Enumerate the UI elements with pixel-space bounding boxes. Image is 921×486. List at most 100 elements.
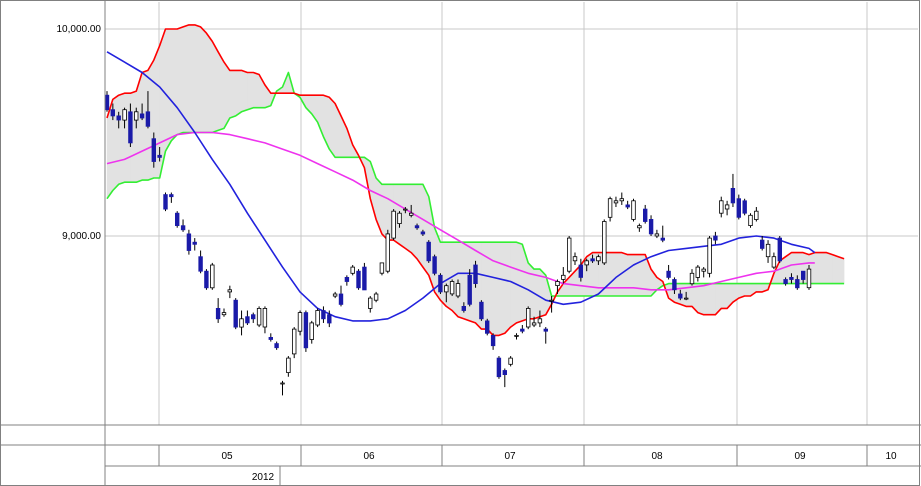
candle-body (332, 293, 338, 297)
candle (303, 310, 309, 352)
candle-body (771, 256, 777, 268)
candle-body (414, 225, 420, 229)
candle (660, 225, 665, 243)
candle-body (321, 310, 326, 320)
cloud-segment (440, 241, 447, 308)
candle-body (707, 237, 712, 274)
cloud-segment (253, 72, 260, 108)
candle (221, 308, 227, 317)
indicator-lines (106, 24, 845, 337)
cloud-segment (492, 241, 500, 336)
x-month-label: 09 (794, 451, 806, 462)
candle-body (783, 279, 788, 284)
candle (590, 254, 595, 263)
candle-body (666, 270, 671, 278)
candle (502, 368, 507, 388)
candle-body (250, 314, 256, 320)
candle-body (239, 318, 244, 328)
cloud-segment (498, 241, 506, 336)
candle (215, 298, 221, 323)
cloud-segment (381, 184, 389, 241)
candle (549, 296, 554, 313)
cloud-segment (756, 283, 763, 293)
candle-body (602, 221, 607, 264)
candle (520, 325, 525, 334)
candle-body (145, 111, 151, 127)
cloud-segment (633, 254, 640, 297)
senkou-span-b-line (106, 71, 845, 297)
candle (713, 231, 718, 245)
candle (151, 132, 156, 168)
candle (291, 327, 297, 359)
candle-body (327, 314, 332, 324)
candle (403, 207, 408, 214)
candle-body (104, 94, 110, 111)
candle (274, 341, 279, 350)
candle (783, 277, 788, 286)
candle (514, 333, 519, 340)
candle-body (543, 328, 548, 332)
candle-body (590, 258, 595, 262)
cloud-segment (709, 283, 716, 315)
candle (584, 258, 589, 272)
candle-body (174, 212, 180, 226)
candle (742, 198, 747, 216)
candle-body (806, 268, 812, 289)
candle-body (742, 200, 747, 214)
candle (789, 273, 794, 284)
candle-body (701, 268, 706, 272)
cloud-segment (832, 254, 839, 284)
candle (344, 275, 350, 286)
candle-body (139, 113, 145, 119)
candle (198, 250, 203, 274)
candle-body (765, 243, 771, 258)
candle (204, 269, 209, 290)
candle (736, 194, 741, 220)
candle (233, 298, 238, 330)
candle-body (128, 111, 133, 144)
candle-body (309, 322, 314, 340)
candle-body (789, 276, 794, 280)
kijun-sen-line (106, 131, 815, 291)
cloud-segment (200, 26, 207, 133)
cloud-segment (194, 24, 201, 133)
candle-body (754, 210, 759, 220)
candle-body (256, 307, 262, 326)
candle (801, 270, 806, 284)
cloud-segment (188, 24, 195, 133)
candle (157, 146, 162, 162)
candle (695, 264, 700, 282)
x-month-label: 07 (504, 451, 516, 462)
senkou-span-a-line (106, 24, 845, 337)
candle-body (567, 237, 572, 272)
cloud-segment (229, 70, 236, 119)
candle-body (169, 194, 174, 198)
candle (455, 279, 461, 299)
candle (180, 219, 186, 232)
cloud-segment (703, 283, 710, 315)
candle (373, 291, 379, 303)
candle-body (637, 225, 642, 229)
candle-body (713, 235, 718, 241)
candle (637, 223, 642, 232)
candle (631, 198, 636, 222)
candle-body (625, 204, 630, 208)
candle-body (549, 299, 554, 302)
candle (596, 254, 601, 265)
candle (806, 264, 812, 290)
candle (122, 107, 127, 129)
candle-body (280, 382, 285, 385)
candle-body (654, 233, 660, 237)
candle-body (449, 281, 455, 295)
candle-body (795, 279, 800, 289)
candle (133, 107, 139, 129)
cloud-segment (247, 72, 254, 111)
y-axis-ticks: 10,000.00 9,000.00 (57, 24, 102, 242)
candle (256, 306, 262, 328)
candle-body (508, 357, 513, 365)
candle (572, 252, 578, 265)
candle (719, 196, 724, 218)
candle (338, 285, 344, 307)
y-tick-label: 10,000.00 (57, 24, 102, 35)
candle (367, 296, 373, 313)
